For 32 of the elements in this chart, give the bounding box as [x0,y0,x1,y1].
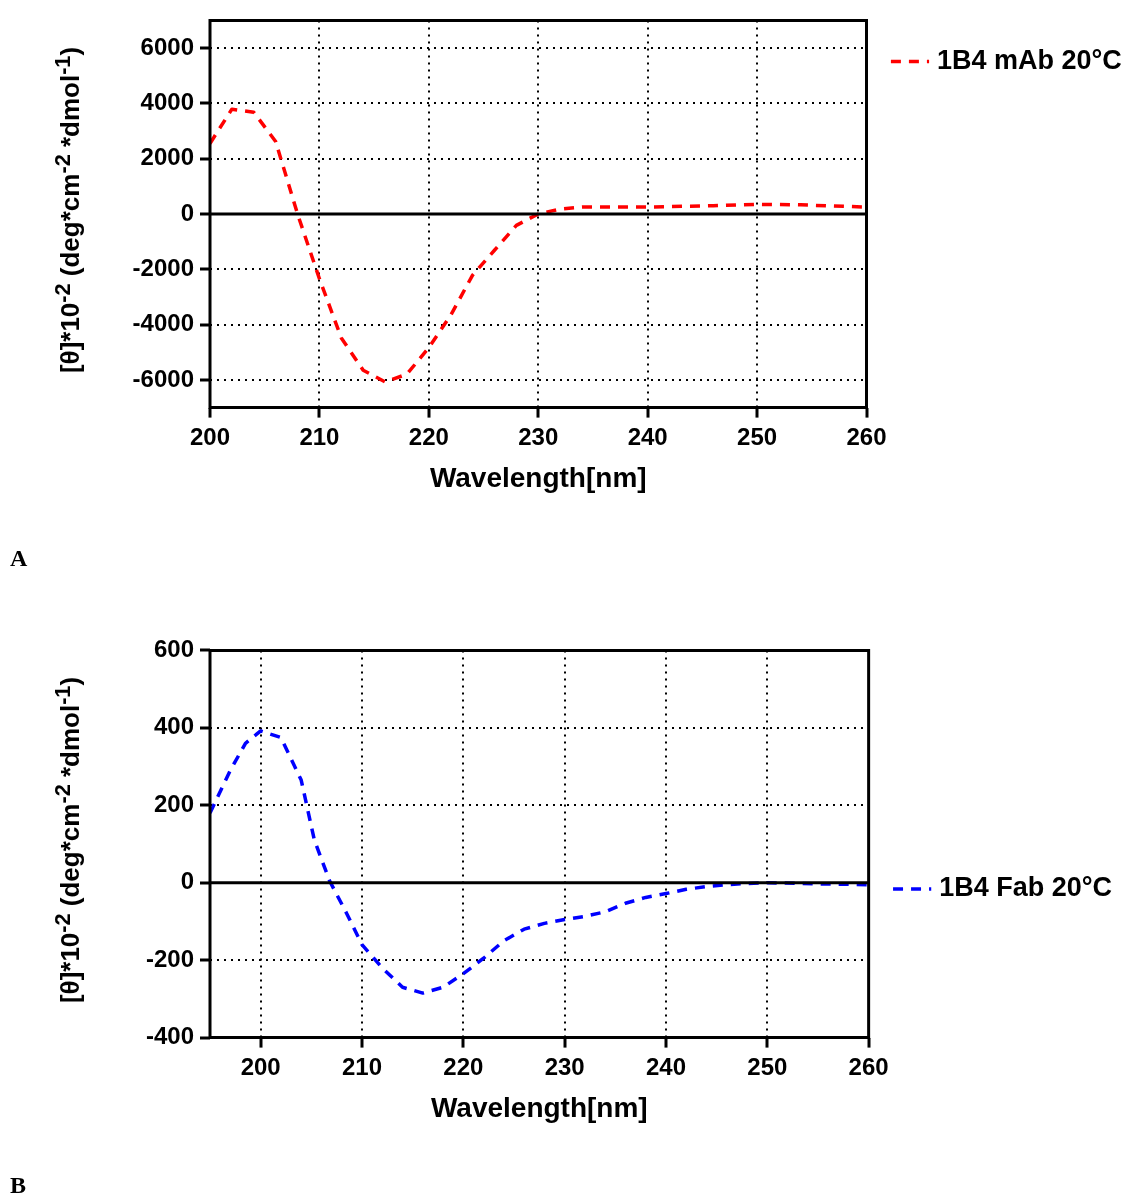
y-tick-label: -6000 [132,364,194,392]
legend-label: 1B4 mAb 20°C [937,44,1122,75]
x-tick-label: 200 [240,1052,281,1080]
legend-label: 1B4 Fab 20°C [939,872,1113,903]
x-axis-title: Wavelength[nm] [430,1091,648,1123]
x-tick-label: 220 [408,422,449,450]
y-tick-label: -400 [145,1022,194,1050]
x-tick-label: 260 [846,422,887,450]
y-tick-label: -4000 [132,309,194,337]
x-axis-title: Wavelength[nm] [429,461,647,493]
x-tick-label: 230 [518,422,559,450]
y-tick-label: 0 [180,198,194,226]
x-tick-label: 240 [627,422,668,450]
y-tick-label: 400 [153,712,194,740]
x-tick-label: 210 [341,1052,383,1080]
x-tick-label: 260 [848,1052,889,1080]
y-tick-label: 0 [180,867,194,895]
y-tick-label: -200 [145,944,194,972]
x-tick-label: 250 [737,422,778,450]
text: A [10,545,28,572]
y-tick-label: -2000 [132,253,194,281]
y-tick-label: 2000 [140,143,194,171]
x-tick-label: 230 [544,1052,585,1080]
y-tick-label: 4000 [140,88,194,115]
y-tick-label: 200 [153,789,194,817]
text: B [10,1172,27,1199]
x-tick-label: 250 [747,1052,788,1080]
x-tick-label: 220 [443,1052,484,1080]
y-tick-label: 6000 [140,32,194,60]
x-tick-label: 210 [299,422,340,450]
y-tick-label: 600 [153,635,194,663]
x-tick-label: 240 [645,1052,686,1080]
